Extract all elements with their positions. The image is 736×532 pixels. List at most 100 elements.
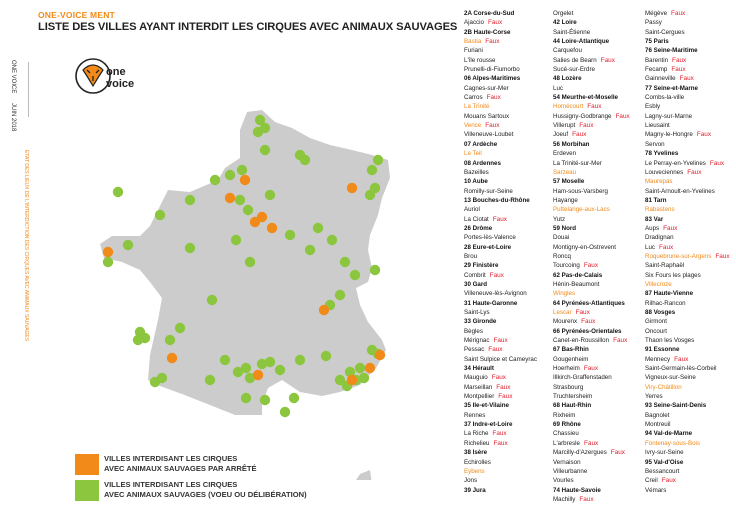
green-city-marker bbox=[112, 186, 124, 198]
city-name: Yutz bbox=[553, 215, 566, 223]
green-city-marker bbox=[219, 354, 231, 366]
department-heading: 08 Ardennes bbox=[464, 159, 501, 167]
city-name: Truchtersheim bbox=[553, 393, 593, 401]
city-name: La Riche bbox=[464, 430, 489, 438]
department-heading: 35 Ile-et-Vilaine bbox=[464, 402, 509, 410]
city-name: Le Teil bbox=[464, 150, 482, 158]
city-name: Saint-Germain-lès-Corbeil bbox=[645, 365, 717, 373]
faux-tag: Faux bbox=[615, 112, 630, 120]
faux-tag: Faux bbox=[579, 122, 594, 130]
city-name: Vourles bbox=[553, 477, 574, 485]
city-name: Saint-Raphaël bbox=[645, 262, 685, 270]
department-heading: 42 Loire bbox=[553, 19, 577, 27]
department-heading: 56 Morbihan bbox=[553, 140, 590, 148]
faux-tag: Faux bbox=[579, 495, 594, 503]
green-city-marker bbox=[174, 322, 186, 334]
city-item: Lieusaint bbox=[645, 121, 736, 130]
city-item: Marcilly-d'Azergues Faux bbox=[553, 448, 653, 457]
city-item: Fecamp Faux bbox=[645, 65, 736, 74]
city-item: Douai bbox=[553, 233, 653, 242]
green-city-marker bbox=[259, 144, 271, 156]
city-name: Romilly-sur-Seine bbox=[464, 187, 513, 195]
faux-tag: Faux bbox=[492, 430, 507, 438]
green-city-marker bbox=[288, 392, 300, 404]
city-item: Servon bbox=[645, 140, 736, 149]
city-name: Vigneux-sur-Seine bbox=[645, 374, 696, 382]
department-heading: 68 Haut-Rhin bbox=[553, 402, 592, 410]
green-city-marker bbox=[230, 234, 242, 246]
city-item: Saint-Cergues bbox=[645, 28, 736, 37]
city-item: Six Fours les plages bbox=[645, 271, 736, 280]
department-heading: 83 Var bbox=[645, 215, 664, 223]
legend-swatch-green bbox=[75, 480, 99, 501]
city-item: Combs-la-ville bbox=[645, 93, 736, 102]
city-name: Aups bbox=[645, 224, 660, 232]
city-item: Luc Faux bbox=[645, 243, 736, 252]
city-name: Sucé-sur-Erdre bbox=[553, 66, 595, 74]
green-city-marker bbox=[244, 372, 256, 384]
green-city-marker bbox=[184, 194, 196, 206]
department-heading: 94 Val-de-Marne bbox=[645, 430, 693, 438]
corsica-shape bbox=[356, 470, 372, 480]
city-name: Villeneuve-lès-Avignon bbox=[464, 290, 527, 298]
city-item: Saint-Germain-lès-Corbeil bbox=[645, 364, 736, 373]
department-heading: 31 Haute-Garonne bbox=[464, 299, 518, 307]
city-name: Barentin bbox=[645, 56, 669, 64]
city-name: Creil bbox=[645, 477, 658, 485]
department-heading: 75 Paris bbox=[645, 38, 669, 46]
green-city-marker bbox=[294, 354, 306, 366]
city-name: Hénin-Beaumont bbox=[553, 280, 600, 288]
legend-item-voeu: VILLES INTERDISANT LES CIRQUES AVEC ANIM… bbox=[75, 480, 384, 501]
legend-swatch-orange bbox=[75, 454, 99, 475]
city-item: Lescar Faux bbox=[553, 308, 653, 317]
city-name: Saint Sulpice et Cameyrac bbox=[464, 355, 537, 363]
city-item: Strasbourg bbox=[553, 383, 653, 392]
city-name: Ham-sous-Varsberg bbox=[553, 187, 608, 195]
department-heading: 76 Seine-Maritime bbox=[645, 47, 698, 55]
city-item: Aups Faux bbox=[645, 224, 736, 233]
city-item: Combrit Faux bbox=[464, 271, 564, 280]
green-city-marker bbox=[254, 114, 266, 126]
city-name: Bègles bbox=[464, 327, 483, 335]
city-name: Joeuf bbox=[553, 131, 569, 139]
city-name: Viry-Châtillon bbox=[645, 383, 682, 391]
city-item: Marseillan Faux bbox=[464, 383, 564, 392]
city-item: Bazeilles bbox=[464, 168, 564, 177]
city-item: Tourcoing Faux bbox=[553, 261, 653, 270]
city-name: Wingles bbox=[553, 290, 576, 298]
faux-tag: Faux bbox=[487, 19, 503, 27]
department-heading: 06 Alpes-Maritimes bbox=[464, 75, 521, 83]
city-item: Mérignac Faux bbox=[464, 336, 564, 345]
city-name: Lieusaint bbox=[645, 122, 670, 130]
city-item: Saint-Étienne bbox=[553, 28, 653, 37]
green-city-marker bbox=[132, 334, 144, 346]
city-item: Machilly Faux bbox=[553, 495, 653, 504]
faux-tag: Faux bbox=[583, 262, 599, 270]
faux-tag: Faux bbox=[575, 309, 590, 316]
green-city-marker bbox=[234, 194, 246, 206]
green-city-marker bbox=[122, 239, 134, 251]
city-item: Homécourt Faux bbox=[553, 102, 653, 111]
brand-label: ONE-VOICE MENT bbox=[38, 10, 115, 20]
city-item: Salies de Bearn Faux bbox=[553, 56, 653, 65]
faux-tag: Faux bbox=[661, 477, 676, 485]
green-city-marker bbox=[344, 366, 356, 378]
green-city-marker bbox=[204, 374, 216, 386]
department-heading: 30 Gard bbox=[464, 280, 488, 288]
department-heading: 57 Moselle bbox=[553, 178, 585, 186]
department-heading: 64 Pyrénées-Atlantiques bbox=[553, 299, 625, 307]
faux-tag: Faux bbox=[663, 224, 678, 232]
green-city-marker bbox=[299, 154, 311, 166]
city-name: Roncq bbox=[553, 252, 571, 260]
city-name: Roquebrune-sur-Argens bbox=[645, 252, 712, 260]
city-list-column-1: 2A Corse-du-Sud Ajaccio Faux 2B Haute-Corse… bbox=[464, 9, 564, 495]
city-item: Villeneuve-Loubet bbox=[464, 130, 564, 139]
department-heading: 95 Val-d'Oise bbox=[645, 458, 684, 466]
city-name: Jons bbox=[464, 477, 478, 485]
faux-tag: Faux bbox=[679, 75, 694, 83]
city-item: Furiani bbox=[464, 46, 564, 55]
city-name: Pessac bbox=[464, 346, 485, 354]
green-city-marker bbox=[279, 406, 291, 418]
department-heading: 38 Isère bbox=[464, 449, 488, 457]
city-name: Echirolles bbox=[464, 458, 491, 466]
